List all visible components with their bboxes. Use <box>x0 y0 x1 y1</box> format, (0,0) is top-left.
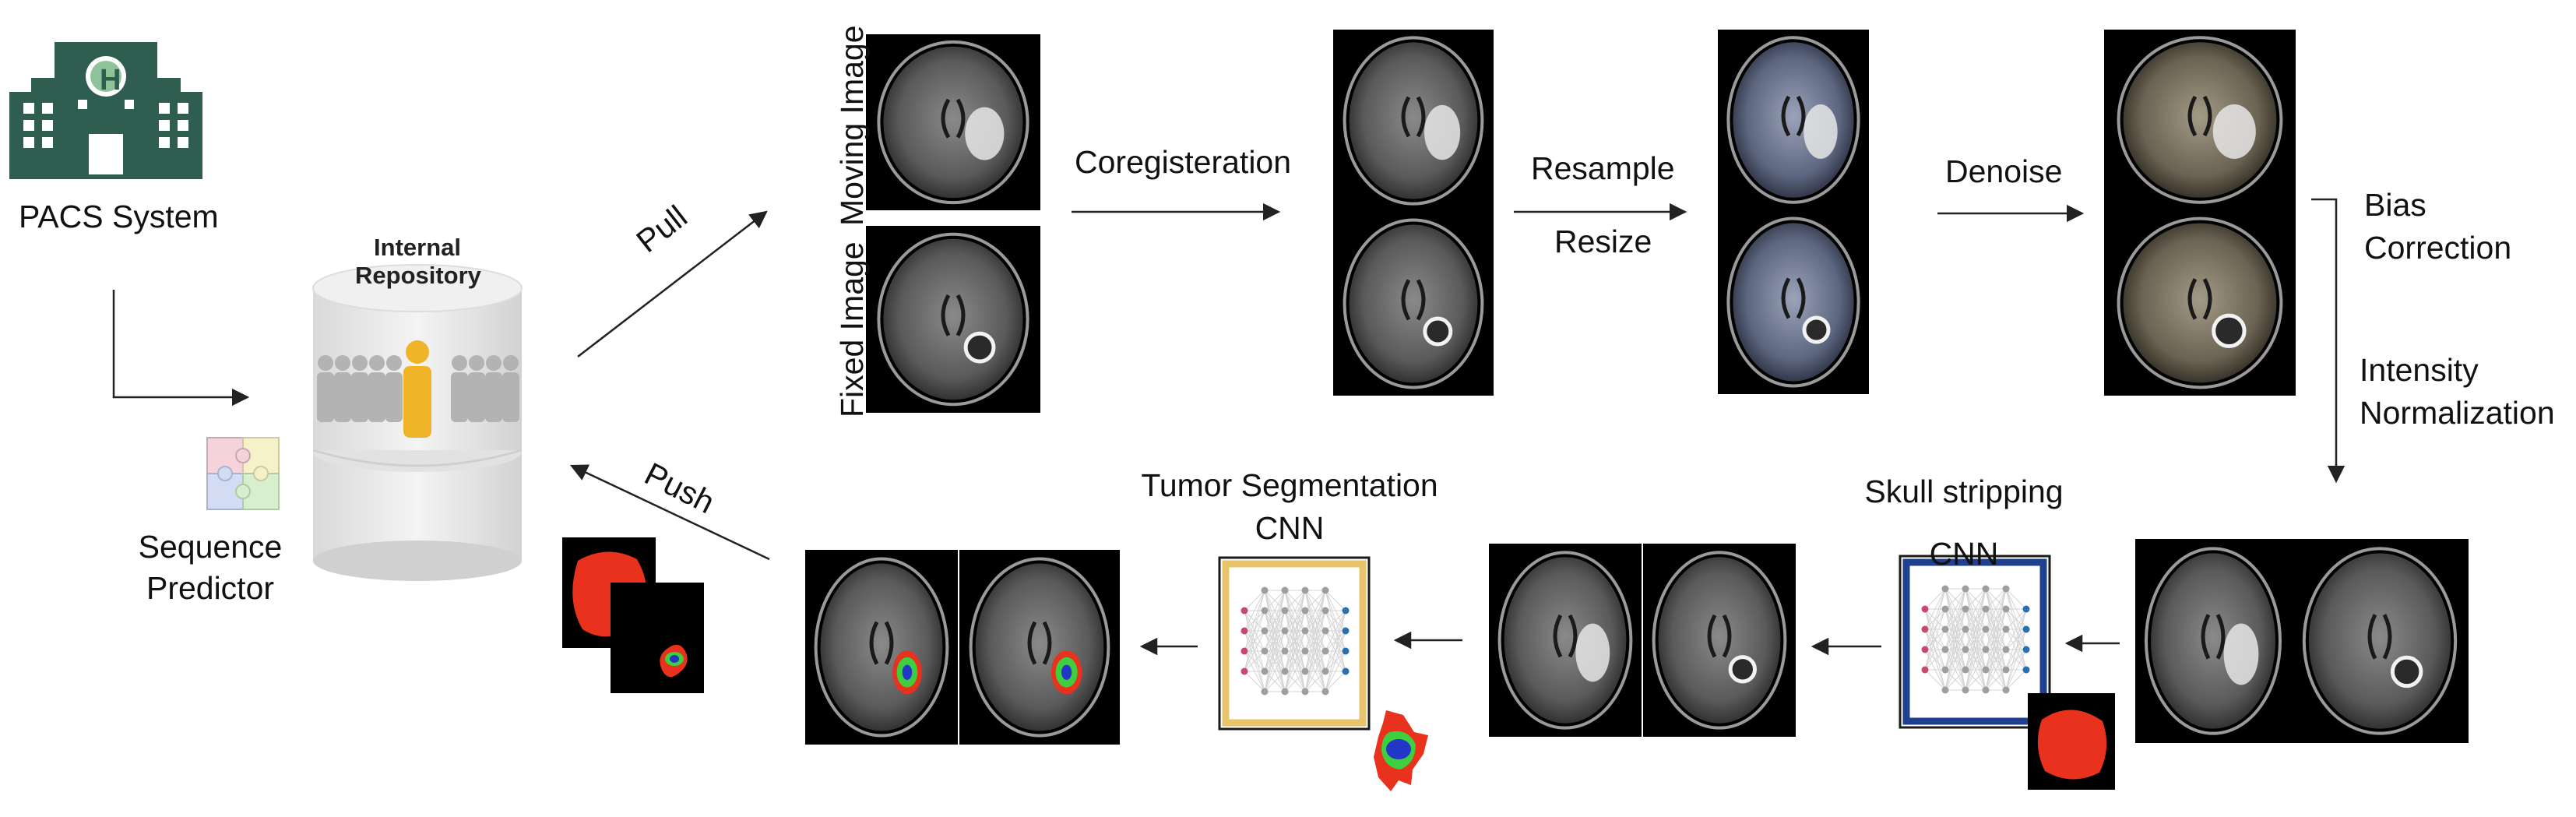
person-icon <box>485 355 502 422</box>
fixed-image-label: Fixed Image <box>834 241 870 417</box>
skull-line2: CNN <box>1929 535 1999 572</box>
tumor-cnn-box <box>1218 556 1371 731</box>
denoise-label: Denoise <box>1945 153 2063 189</box>
tumor-cnn-network-icon <box>1240 586 1350 696</box>
hospital-icon <box>9 42 202 179</box>
mri-denoised-t1c <box>2104 210 2296 396</box>
person-icon <box>334 355 351 422</box>
mri-segmented-t1 <box>805 550 958 745</box>
mask-output-stack <box>562 537 704 693</box>
hospital-letter: H <box>100 64 121 97</box>
mri-resampled-flair <box>1718 30 1869 210</box>
mri-coregistered-flair <box>1333 30 1494 212</box>
tumor-line2: CNN <box>1255 510 1325 547</box>
coregistration-label: Coregisteration <box>1075 144 1292 180</box>
pacs-to-repository-arrow <box>112 290 250 407</box>
tumor-line1: Tumor Segmentation <box>1141 467 1438 503</box>
person-icon <box>385 355 403 422</box>
tumor-mask-icon <box>1374 710 1428 791</box>
person-icon <box>317 355 334 422</box>
person-icon <box>368 355 385 422</box>
pacs-label: PACS System <box>19 199 219 234</box>
mri-denoised-flair <box>2104 30 2296 210</box>
arrow-bias-intensity <box>2311 198 2345 484</box>
sequence-predictor-line2: Predictor <box>146 570 275 607</box>
skull-cnn-network-icon <box>1921 585 2030 694</box>
resample-label: Resample <box>1531 150 1675 186</box>
person-icon <box>468 355 485 422</box>
skull-cnn-box <box>1899 555 2051 729</box>
sequence-predictor-line1: Sequence <box>138 529 283 565</box>
mri-normalized-t1c <box>2291 539 2469 743</box>
person-icon <box>451 355 468 422</box>
mri-normalized-flair <box>2135 539 2291 743</box>
push-arrow <box>569 464 770 561</box>
moving-image-label: Moving Image <box>834 25 870 226</box>
person-icon <box>502 355 519 422</box>
bias-correction-label: Bias Correction <box>2364 184 2511 270</box>
skull-line1: Skull stripping <box>1864 474 2064 509</box>
intensity-line1: Intensity <box>2360 352 2479 388</box>
repository-title-line2: Repository <box>355 261 481 289</box>
skull-stripping-label: Skull stripping CNN <box>1847 461 2081 586</box>
mri-skullstripped-flair <box>1489 544 1642 737</box>
mri-moving-image <box>866 34 1040 210</box>
sequence-predictor-label: Sequence Predictor <box>132 526 288 610</box>
mri-resampled-t1c <box>1718 210 1869 394</box>
bias-line2: Correction <box>2364 230 2512 266</box>
pull-arrow <box>577 210 768 357</box>
tumor-segmentation-label: Tumor Segmentation CNN <box>1126 464 1453 551</box>
mri-skullstripped-t1c <box>1643 544 1796 737</box>
bias-line1: Bias <box>2364 187 2426 223</box>
puzzle-icon <box>206 437 280 510</box>
mri-fixed-image <box>866 226 1040 413</box>
people-group-icon <box>317 340 519 438</box>
mri-coregistered-t1c <box>1333 212 1494 396</box>
repository-title-line1: Internal <box>374 234 461 261</box>
repository-title: Internal Repository <box>355 234 481 289</box>
mri-segmented-flair <box>959 550 1120 745</box>
intensity-normalization-label: Intensity Normalization <box>2360 349 2555 435</box>
brain-mask-icon <box>2028 693 2115 790</box>
intensity-line2: Normalization <box>2360 395 2555 431</box>
highlighted-person-icon <box>403 340 431 438</box>
person-icon <box>351 355 368 422</box>
resize-label: Resize <box>1554 224 1652 259</box>
